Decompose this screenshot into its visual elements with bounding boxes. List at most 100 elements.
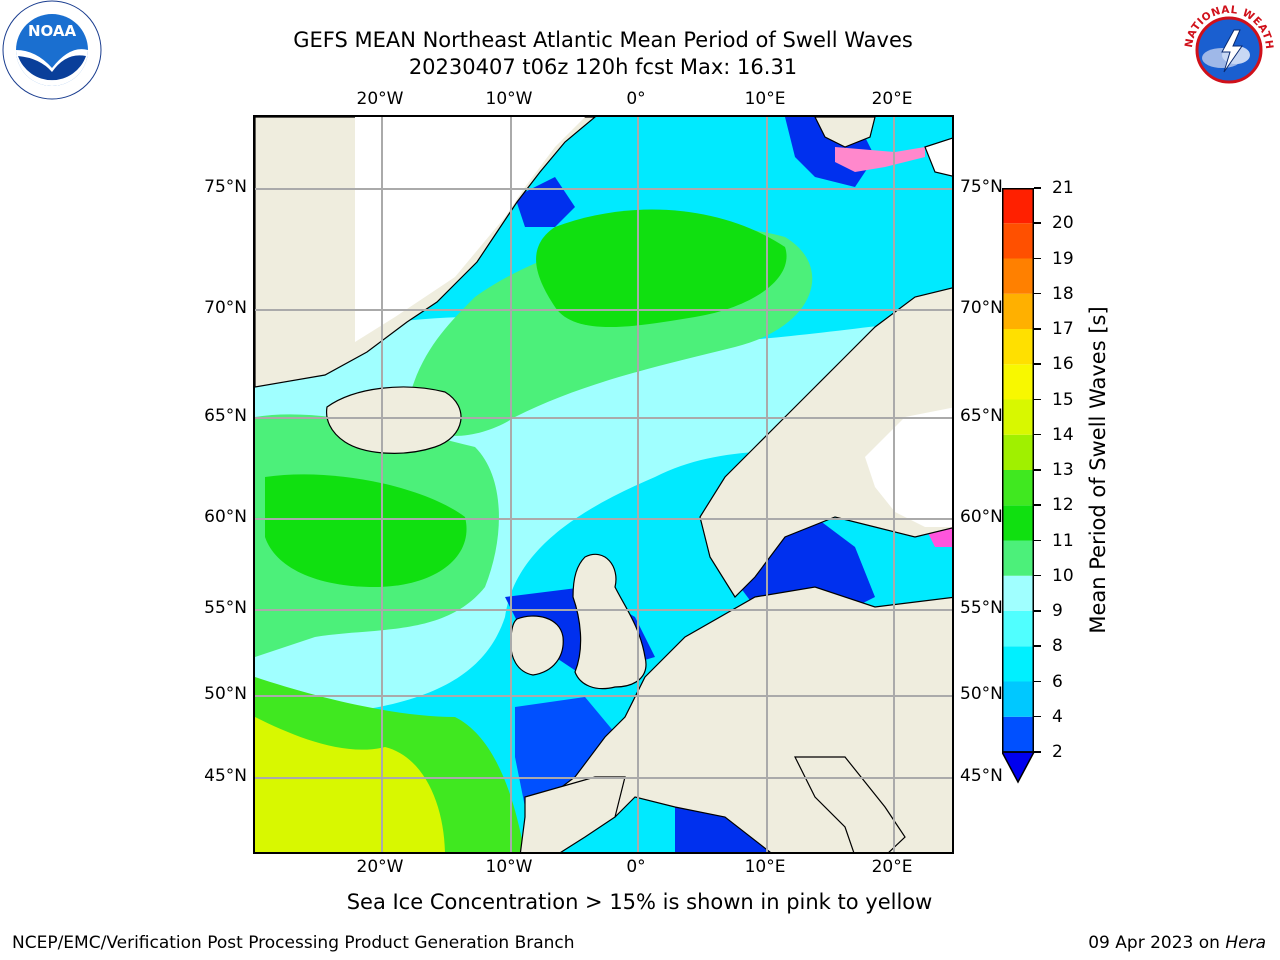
lon-label-top: 10°E — [744, 89, 786, 109]
map-subtitle: 20230407 t06z 120h fcst Max: 16.31 — [408, 55, 798, 79]
svg-text:NOAA: NOAA — [28, 22, 77, 40]
swell-zone-14s — [255, 717, 445, 852]
lat-label-left: 65°N — [204, 406, 247, 426]
lat-label-left: 55°N — [204, 598, 247, 618]
lon-label-top: 10°W — [485, 89, 533, 109]
colorbar-bin — [1002, 329, 1034, 365]
lat-label-right: 75°N — [960, 177, 1003, 197]
colorbar-tick-mark — [1034, 645, 1041, 647]
colorbar-tick-label: 11 — [1052, 530, 1074, 551]
lat-label-left: 45°N — [204, 766, 247, 786]
svalbard-land — [814, 117, 876, 148]
footer-credit: NCEP/EMC/Verification Post Processing Pr… — [12, 933, 575, 953]
great-britain-land — [572, 553, 647, 690]
lat-label-right: 65°N — [960, 406, 1003, 426]
lon-label-bottom: 10°W — [485, 857, 533, 877]
lat-label-left: 70°N — [204, 298, 247, 318]
noaa-logo: NOAA — [0, 0, 104, 104]
colorbar-tick-label: 16 — [1052, 354, 1074, 375]
colorbar-bin — [1002, 646, 1034, 682]
colorbar-bin — [1002, 540, 1034, 576]
lat-label-right: 70°N — [960, 298, 1003, 318]
colorbar-tick-mark — [1034, 187, 1041, 189]
lat-label-right: 60°N — [960, 507, 1003, 527]
colorbar-tick-mark — [1034, 504, 1041, 506]
colorbar-tick-mark — [1034, 222, 1041, 224]
colorbar-outline — [1002, 188, 1034, 753]
colorbar-bin — [1002, 223, 1034, 259]
nws-logo: NATIONAL WEATHER SERVICE — [1174, 0, 1280, 102]
lon-label-bottom: 10°E — [744, 857, 786, 877]
colorbar-tick-mark — [1034, 715, 1041, 718]
iceland-land — [325, 386, 462, 454]
lat-label-left: 75°N — [204, 177, 247, 197]
colorbar-tick-mark — [1034, 328, 1041, 330]
map-panel — [253, 115, 954, 854]
colorbar-tick-mark — [1034, 433, 1041, 436]
colorbar-tick-label: 14 — [1052, 424, 1074, 445]
colorbar-tick-mark — [1034, 398, 1041, 400]
colorbar-tick-mark — [1034, 680, 1041, 682]
map-svg — [255, 117, 952, 852]
sea-ice-edge-svalbard — [835, 147, 925, 172]
colorbar-bin — [1002, 364, 1034, 400]
colorbar-tick-label: 4 — [1052, 706, 1063, 727]
colorbar-tick-label: 8 — [1052, 636, 1063, 657]
colorbar-bin — [1002, 293, 1034, 329]
colorbar-tick-mark — [1034, 574, 1041, 577]
swell-zone-11s-west — [265, 474, 467, 587]
colorbar-bin — [1002, 716, 1034, 752]
colorbar-bin — [1002, 611, 1034, 647]
lat-label-right: 55°N — [960, 598, 1003, 618]
colorbar-bin — [1002, 434, 1034, 470]
colorbar-tick-mark — [1034, 610, 1041, 612]
lat-label-right: 45°N — [960, 766, 1003, 786]
lon-label-top: 20°E — [871, 89, 913, 109]
colorbar-tick-label: 19 — [1052, 248, 1074, 269]
footer-date-text: 09 Apr 2023 on — [1088, 933, 1220, 953]
colorbar-tick-label: 9 — [1052, 601, 1063, 621]
greenland-ice-sheet — [355, 117, 585, 342]
colorbar-tick-label: 13 — [1052, 460, 1074, 480]
colorbar-tick-label: 2 — [1052, 742, 1063, 762]
lon-label-bottom: 20°E — [871, 857, 913, 877]
colorbar-bin — [1002, 505, 1034, 541]
graticule — [255, 117, 952, 852]
colorbar-tick-mark — [1034, 539, 1041, 541]
colorbar-label: Mean Period of Swell Waves [s] — [1086, 306, 1110, 634]
colorbar-tick-label: 10 — [1052, 565, 1074, 586]
colorbar-tick-label: 21 — [1052, 178, 1074, 198]
colorbar-tick-label: 17 — [1052, 319, 1074, 339]
colorbar-tick-mark — [1034, 469, 1041, 471]
sea-ice-note: Sea Ice Concentration > 15% is shown in … — [346, 890, 933, 914]
colorbar-tick-label: 15 — [1052, 389, 1074, 410]
colorbar-svg — [1000, 188, 1036, 784]
colorbar-tick-mark — [1034, 751, 1041, 753]
colorbar-tick-label: 6 — [1052, 671, 1063, 692]
lon-label-top: 20°W — [356, 89, 404, 109]
lon-label-bottom: 20°W — [356, 857, 404, 877]
italy-land — [794, 756, 906, 852]
lon-label-bottom: 0° — [626, 857, 646, 877]
colorbar-tick-label: 12 — [1052, 495, 1074, 516]
lat-label-left: 60°N — [204, 507, 247, 527]
colorbar-bin — [1002, 258, 1034, 294]
colorbar-bin — [1002, 575, 1034, 611]
lat-label-right: 50°N — [960, 684, 1003, 704]
colorbar-tick-mark — [1034, 292, 1041, 295]
colorbar — [1000, 188, 1036, 788]
colorbar-bin — [1002, 399, 1034, 435]
swell-zone-11s-north — [536, 209, 787, 327]
lon-label-top: 0° — [626, 89, 646, 109]
lat-label-left: 50°N — [204, 684, 247, 704]
colorbar-bin — [1002, 470, 1034, 506]
map-title: GEFS MEAN Northeast Atlantic Mean Period… — [293, 28, 913, 52]
footer-machine: Hera — [1225, 933, 1266, 953]
colorbar-tick-label: 18 — [1052, 283, 1074, 304]
finland-snow-cover — [865, 407, 952, 527]
novaya-zemlya-land — [924, 137, 952, 177]
colorbar-tick-label: 20 — [1052, 213, 1074, 234]
colorbar-extend-arrow — [1000, 751, 1036, 784]
colorbar-tick-mark — [1034, 257, 1041, 259]
colorbar-bin — [1002, 188, 1034, 224]
